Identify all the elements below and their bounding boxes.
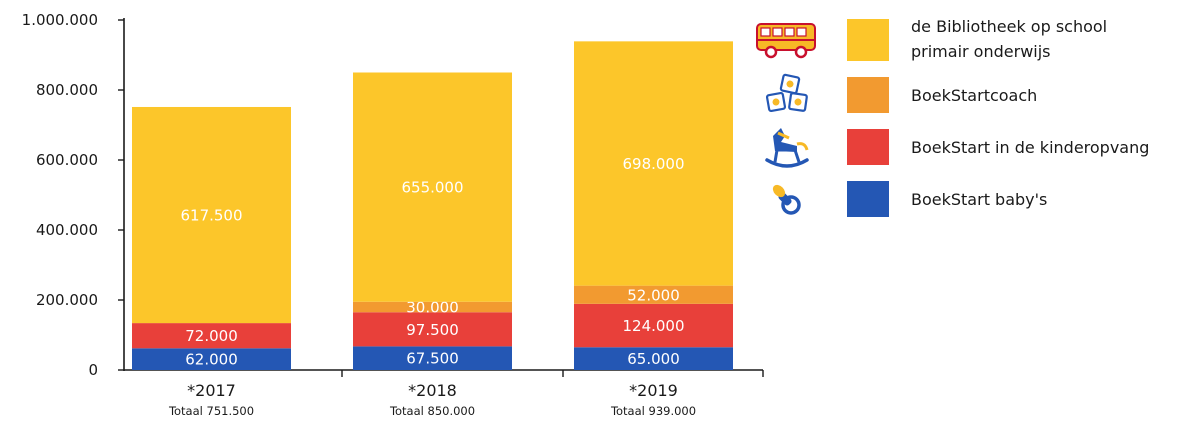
school-bus-icon — [756, 23, 816, 59]
y-tick-label: 200.000 — [36, 291, 98, 309]
category-label: *2017 — [187, 381, 236, 400]
legend-label: BoekStart baby's — [911, 190, 1047, 209]
y-tick-label: 600.000 — [36, 151, 98, 169]
bar-segment — [574, 303, 733, 348]
y-tick-label: 1.000.000 — [22, 11, 98, 29]
bar-segment — [132, 323, 291, 349]
bar-segment — [353, 301, 512, 313]
legend: de Bibliotheek op school primair onderwij… — [756, 17, 1149, 217]
toy-blocks-icon — [765, 73, 808, 113]
data-label: 62.000 — [185, 351, 238, 369]
bar-segment — [574, 41, 733, 286]
legend-swatch — [847, 129, 889, 165]
legend-item: BoekStart baby's — [772, 181, 1047, 217]
total-label: Totaal 751.500 — [168, 404, 254, 418]
data-label: 65.000 — [627, 350, 680, 368]
legend-swatch — [847, 77, 889, 113]
data-label: 52.000 — [627, 286, 680, 304]
y-tick-label: 0 — [88, 361, 98, 379]
pacifier-icon — [772, 184, 801, 215]
legend-swatch — [847, 19, 889, 61]
bar-segment — [353, 72, 512, 302]
axes: 0 200.000 400.000 600.000 800.000 1.000.000 *2… — [22, 11, 764, 418]
bar-segment — [353, 346, 512, 370]
data-label: 97.500 — [406, 321, 459, 339]
bar-segment — [132, 348, 291, 370]
y-tick-label: 400.000 — [36, 221, 98, 239]
total-label: Totaal 850.000 — [389, 404, 475, 418]
legend-item: BoekStart in de kinderopvang — [765, 128, 1149, 168]
data-label: 617.500 — [180, 207, 242, 225]
legend-label: BoekStartcoach — [911, 86, 1037, 105]
y-tick-label: 800.000 — [36, 81, 98, 99]
bar-segment — [574, 285, 733, 304]
data-label: 72.000 — [185, 327, 238, 345]
data-label: 30.000 — [406, 299, 459, 317]
data-label: 124.000 — [622, 317, 684, 335]
category-label: *2018 — [408, 381, 457, 400]
data-label: 655.000 — [401, 179, 463, 197]
category-label: *2019 — [629, 381, 678, 400]
data-label: 67.500 — [406, 350, 459, 368]
legend-swatch — [847, 181, 889, 217]
legend-label: BoekStart in de kinderopvang — [911, 138, 1149, 157]
legend-label: de Bibliotheek op school — [911, 17, 1107, 36]
legend-label: primair onderwijs — [911, 42, 1051, 61]
bar-segment — [574, 347, 733, 370]
legend-item: de Bibliotheek op school primair onderwij… — [756, 17, 1107, 61]
bar-segment — [132, 106, 291, 324]
bars: 62.000 72.000 617.500 67.500 97.500 30.000 655… — [132, 41, 733, 370]
rocking-horse-icon — [765, 128, 809, 168]
data-label: 698.000 — [622, 155, 684, 173]
bar-segment — [353, 312, 512, 347]
total-label: Totaal 939.000 — [610, 404, 696, 418]
legend-item: BoekStartcoach — [765, 73, 1037, 113]
